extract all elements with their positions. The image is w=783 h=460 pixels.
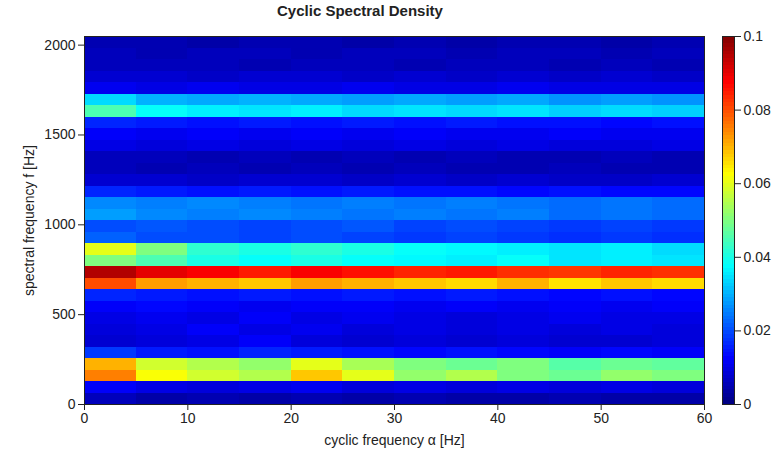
svg-text:30: 30 (387, 410, 403, 426)
svg-text:0.04: 0.04 (744, 249, 771, 265)
svg-text:0.02: 0.02 (744, 322, 771, 338)
svg-text:1000: 1000 (44, 216, 75, 232)
svg-text:1500: 1500 (44, 126, 75, 142)
svg-text:0: 0 (68, 396, 76, 412)
svg-text:cyclic frequency α [Hz]: cyclic frequency α [Hz] (324, 432, 464, 448)
svg-text:500: 500 (52, 306, 76, 322)
svg-text:60: 60 (697, 410, 713, 426)
svg-text:2000: 2000 (44, 37, 75, 53)
svg-text:20: 20 (283, 410, 299, 426)
svg-text:50: 50 (593, 410, 609, 426)
html-text:Cyclic Spectral Density: Cyclic Spectral Density (277, 2, 443, 19)
svg-text:0.1: 0.1 (744, 28, 764, 44)
svg-text:spectral frequency f [Hz]: spectral frequency f [Hz] (21, 145, 37, 296)
svg-text:10: 10 (180, 410, 196, 426)
svg-text:0.08: 0.08 (744, 102, 771, 118)
svg-text:40: 40 (490, 410, 506, 426)
svg-text:0.06: 0.06 (744, 175, 771, 191)
svg-text:0: 0 (81, 410, 89, 426)
svg-text:0: 0 (744, 396, 752, 412)
